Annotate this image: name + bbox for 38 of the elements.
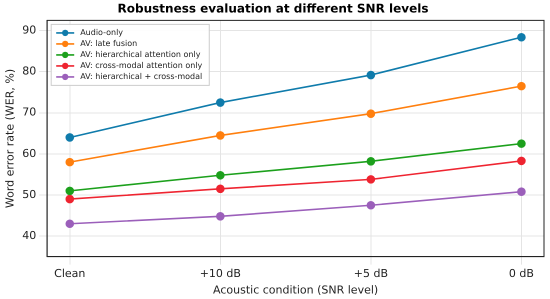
point [366,109,376,118]
point [65,219,74,228]
point [65,194,74,204]
legend-label: AV: late fusion [80,38,138,48]
point [366,70,376,80]
x-tick-label: +10 dB [200,267,241,280]
point [517,187,526,196]
point [517,139,526,148]
point [366,157,376,166]
y-tick-label: 60 [22,146,36,160]
y-tick-label: 90 [22,24,36,37]
point [65,133,74,142]
chart-title: Robustness evaluation at different SNR levels [118,1,428,16]
point [216,98,225,107]
x-tick-label: +5 dB [354,267,388,280]
y-tick-label: 70 [22,106,36,119]
legend-label: AV: cross-modal attention only [80,60,202,70]
y-tick-label: 50 [22,188,36,201]
y-tick-label: 40 [22,228,36,242]
y-axis-title: Word error rate (WER, %) [3,68,16,208]
x-axis-title: Acoustic condition (SNR level) [213,283,378,296]
point [517,156,526,166]
point [366,175,376,184]
x-tick-label: 0 dB [508,267,534,280]
x-tick-label: Clean [54,267,86,280]
legend-label: AV: hierarchical attention only [80,50,201,59]
point [216,131,225,140]
point [216,212,225,221]
y-tick-label: 80 [22,64,36,78]
point [517,82,526,90]
point [216,184,225,194]
legend-label: AV: hierarchical + cross-modal [80,72,202,81]
legend-label: Audio-only [80,28,124,37]
point [65,186,74,196]
point [366,200,376,210]
point [65,158,74,166]
point [517,32,526,42]
point [216,170,225,180]
